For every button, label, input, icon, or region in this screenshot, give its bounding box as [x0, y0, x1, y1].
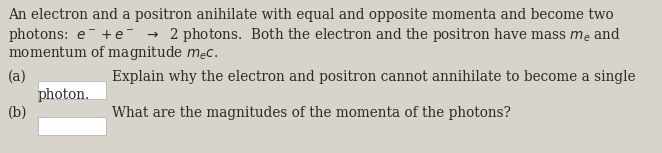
- FancyBboxPatch shape: [38, 81, 106, 99]
- Text: photon.: photon.: [38, 88, 90, 102]
- Text: momentum of magnitude $m_ec$.: momentum of magnitude $m_ec$.: [8, 44, 218, 62]
- Text: Explain why the electron and positron cannot annihilate to become a single: Explain why the electron and positron ca…: [112, 70, 636, 84]
- Text: (b): (b): [8, 106, 28, 120]
- Text: What are the magnitudes of the momenta of the photons?: What are the magnitudes of the momenta o…: [112, 106, 511, 120]
- Text: (a): (a): [8, 70, 27, 84]
- FancyBboxPatch shape: [38, 117, 106, 135]
- Text: An electron and a positron anihilate with equal and opposite momenta and become : An electron and a positron anihilate wit…: [8, 8, 614, 22]
- Text: photons:  $e^- + e^-$  $\rightarrow$  2 photons.  Both the electron and the posi: photons: $e^- + e^-$ $\rightarrow$ 2 pho…: [8, 26, 621, 44]
